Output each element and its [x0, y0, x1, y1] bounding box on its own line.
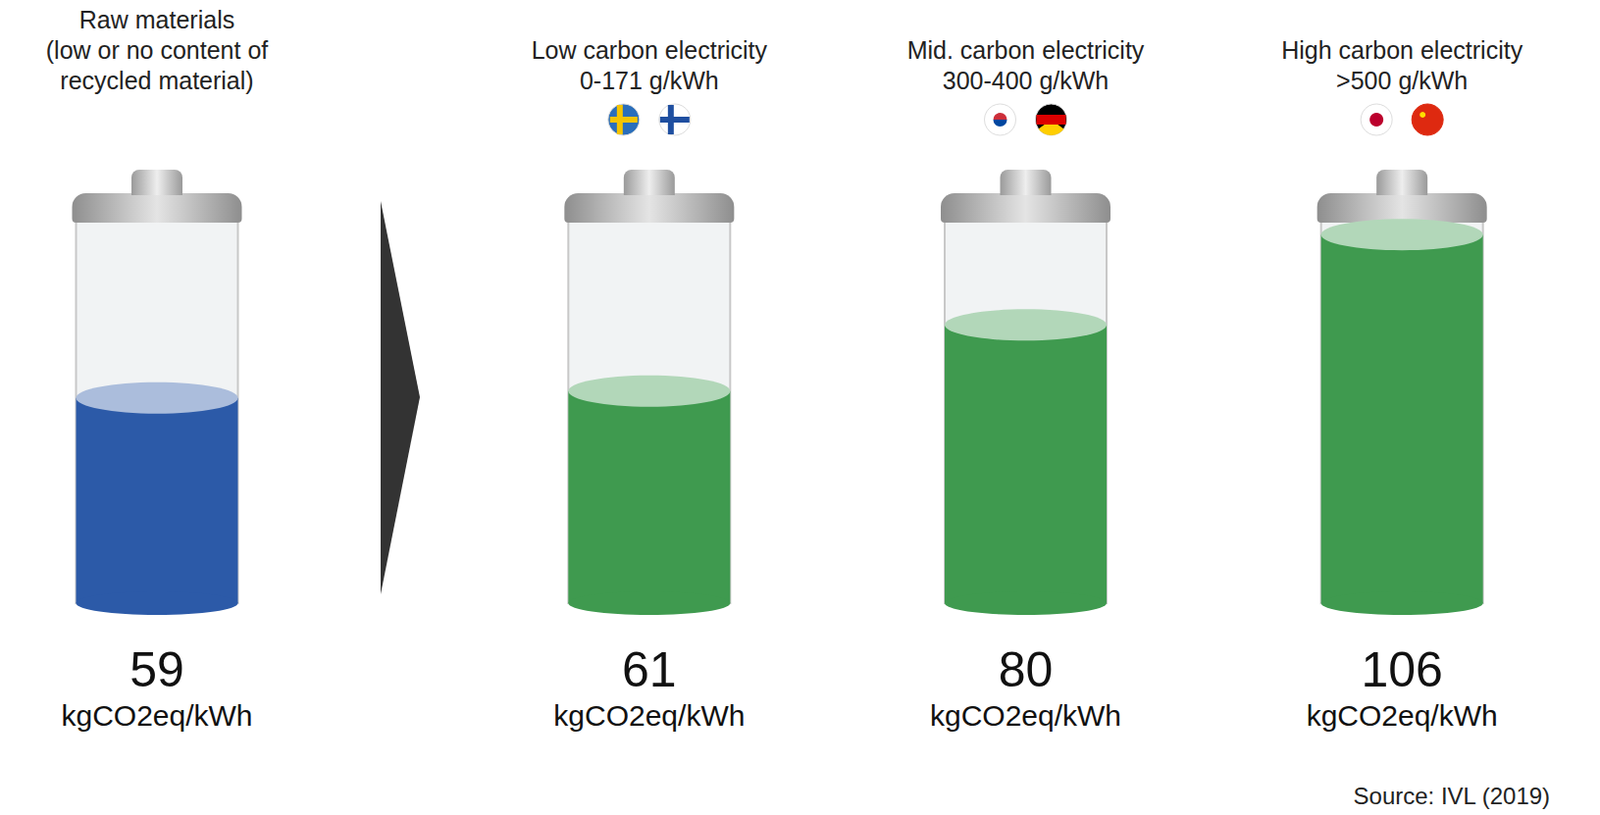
- svg-text:59: 59: [129, 642, 185, 698]
- svg-text:>500 g/kWh: >500 g/kWh: [1336, 66, 1468, 95]
- svg-text:Source: IVL (2019): Source: IVL (2019): [1353, 782, 1551, 810]
- svg-text:61: 61: [621, 642, 677, 698]
- svg-text:High carbon electricity: High carbon electricity: [1281, 36, 1523, 64]
- svg-text:(low or no content of: (low or no content of: [46, 36, 269, 64]
- svg-text:0-171 g/kWh: 0-171 g/kWh: [579, 66, 720, 95]
- svg-text:Low carbon electricity: Low carbon electricity: [531, 36, 769, 64]
- svg-text:Raw materials: Raw materials: [79, 5, 235, 34]
- svg-text:300-400 g/kWh: 300-400 g/kWh: [942, 66, 1110, 95]
- svg-text:kgCO2eq/kWh: kgCO2eq/kWh: [553, 699, 745, 732]
- svg-text:106: 106: [1360, 642, 1443, 698]
- svg-text:kgCO2eq/kWh: kgCO2eq/kWh: [1306, 699, 1498, 732]
- svg-text:recycled material): recycled material): [59, 66, 254, 95]
- svg-text:80: 80: [998, 642, 1054, 698]
- svg-text:Mid. carbon electricity: Mid. carbon electricity: [907, 36, 1145, 64]
- svg-text:kgCO2eq/kWh: kgCO2eq/kWh: [60, 699, 253, 732]
- svg-text:kgCO2eq/kWh: kgCO2eq/kWh: [929, 699, 1122, 732]
